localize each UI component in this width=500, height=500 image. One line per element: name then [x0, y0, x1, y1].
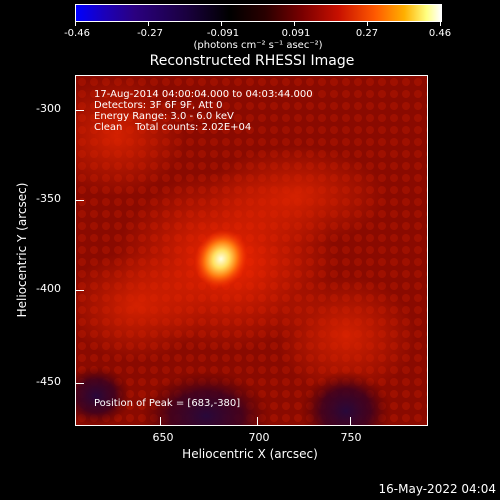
- y-tick-label: -400: [36, 282, 61, 295]
- colorbar-tick: [221, 21, 222, 26]
- y-tick-label: -350: [36, 192, 61, 205]
- colorbar-units: (photons cm⁻² s⁻¹ asec⁻²): [193, 40, 323, 51]
- x-tick: [257, 417, 258, 425]
- colorbar-tick: [440, 21, 441, 26]
- x-tick-label: 750: [340, 431, 362, 444]
- flare-peak: [194, 229, 248, 289]
- colorbar-tick-label: 0.27: [355, 28, 379, 39]
- colorbar-tick-label: -0.091: [206, 28, 240, 39]
- colorbar-tick-label: -0.46: [64, 28, 90, 39]
- x-axis-title: Heliocentric X (arcsec): [182, 447, 318, 461]
- dark-region: [301, 371, 391, 425]
- emission-region: [76, 76, 186, 196]
- colorbar-tick: [294, 21, 295, 26]
- y-tick: [76, 383, 84, 384]
- colorbar-tick-label: 0.091: [281, 28, 311, 39]
- rhessi-image: [76, 76, 427, 425]
- y-tick: [76, 290, 84, 291]
- energy-range: Energy Range: 3.0 - 6.0 keV: [94, 111, 234, 122]
- x-tick-label: 650: [152, 431, 174, 444]
- y-tick: [76, 110, 84, 111]
- x-tick: [160, 417, 161, 425]
- y-tick-label: -450: [36, 375, 61, 388]
- colorbar-tick-label: -0.27: [137, 28, 163, 39]
- clean-counts: Clean Total counts: 2.02E+04: [94, 122, 252, 133]
- solar-image: [75, 75, 428, 426]
- time-range: 17-Aug-2014 04:00:04.000 to 04:03:44.000: [94, 89, 313, 100]
- y-tick: [76, 200, 84, 201]
- date-stamp: 16-May-2022 04:04: [378, 482, 496, 496]
- colorbar-tick: [148, 21, 149, 26]
- y-tick-label: -300: [36, 102, 61, 115]
- colorbar-tick: [367, 21, 368, 26]
- dark-region: [141, 371, 271, 425]
- x-tick-label: 700: [248, 431, 270, 444]
- x-tick: [350, 417, 351, 425]
- detectors: Detectors: 3F 6F 9F, Att 0: [94, 100, 223, 111]
- peak-position: Position of Peak = [683,-380]: [94, 398, 241, 409]
- colorbar-tick-label: 0.46: [428, 28, 452, 39]
- plot-title: Reconstructed RHESSI Image: [149, 53, 355, 69]
- y-axis-title: Heliocentric Y (arcsec): [15, 182, 29, 318]
- colorbar-tick: [75, 21, 76, 26]
- colorbar: [75, 4, 442, 22]
- dark-region: [76, 366, 131, 425]
